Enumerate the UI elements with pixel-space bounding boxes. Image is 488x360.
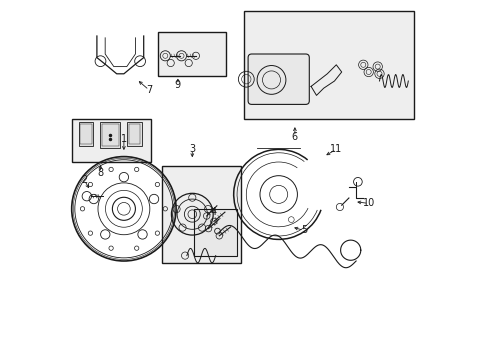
- Bar: [244, 11, 413, 119]
- Text: 5: 5: [300, 225, 306, 235]
- Bar: [129, 124, 140, 144]
- Text: 8: 8: [97, 168, 103, 178]
- Bar: [158, 32, 226, 76]
- Text: 10: 10: [362, 198, 374, 208]
- Text: 7: 7: [146, 85, 152, 95]
- Text: 4: 4: [210, 207, 217, 217]
- Text: 11: 11: [329, 144, 342, 154]
- Text: 9: 9: [175, 80, 181, 90]
- Bar: [79, 122, 93, 146]
- Bar: [80, 124, 92, 144]
- Bar: [127, 122, 142, 146]
- Text: 1: 1: [121, 134, 127, 144]
- Bar: [194, 209, 237, 256]
- Bar: [162, 166, 241, 263]
- Bar: [102, 124, 119, 146]
- FancyBboxPatch shape: [247, 54, 309, 104]
- Text: 2: 2: [81, 175, 87, 185]
- Text: 3: 3: [189, 144, 195, 154]
- Bar: [101, 122, 120, 148]
- Bar: [72, 119, 151, 162]
- Text: 6: 6: [291, 132, 297, 142]
